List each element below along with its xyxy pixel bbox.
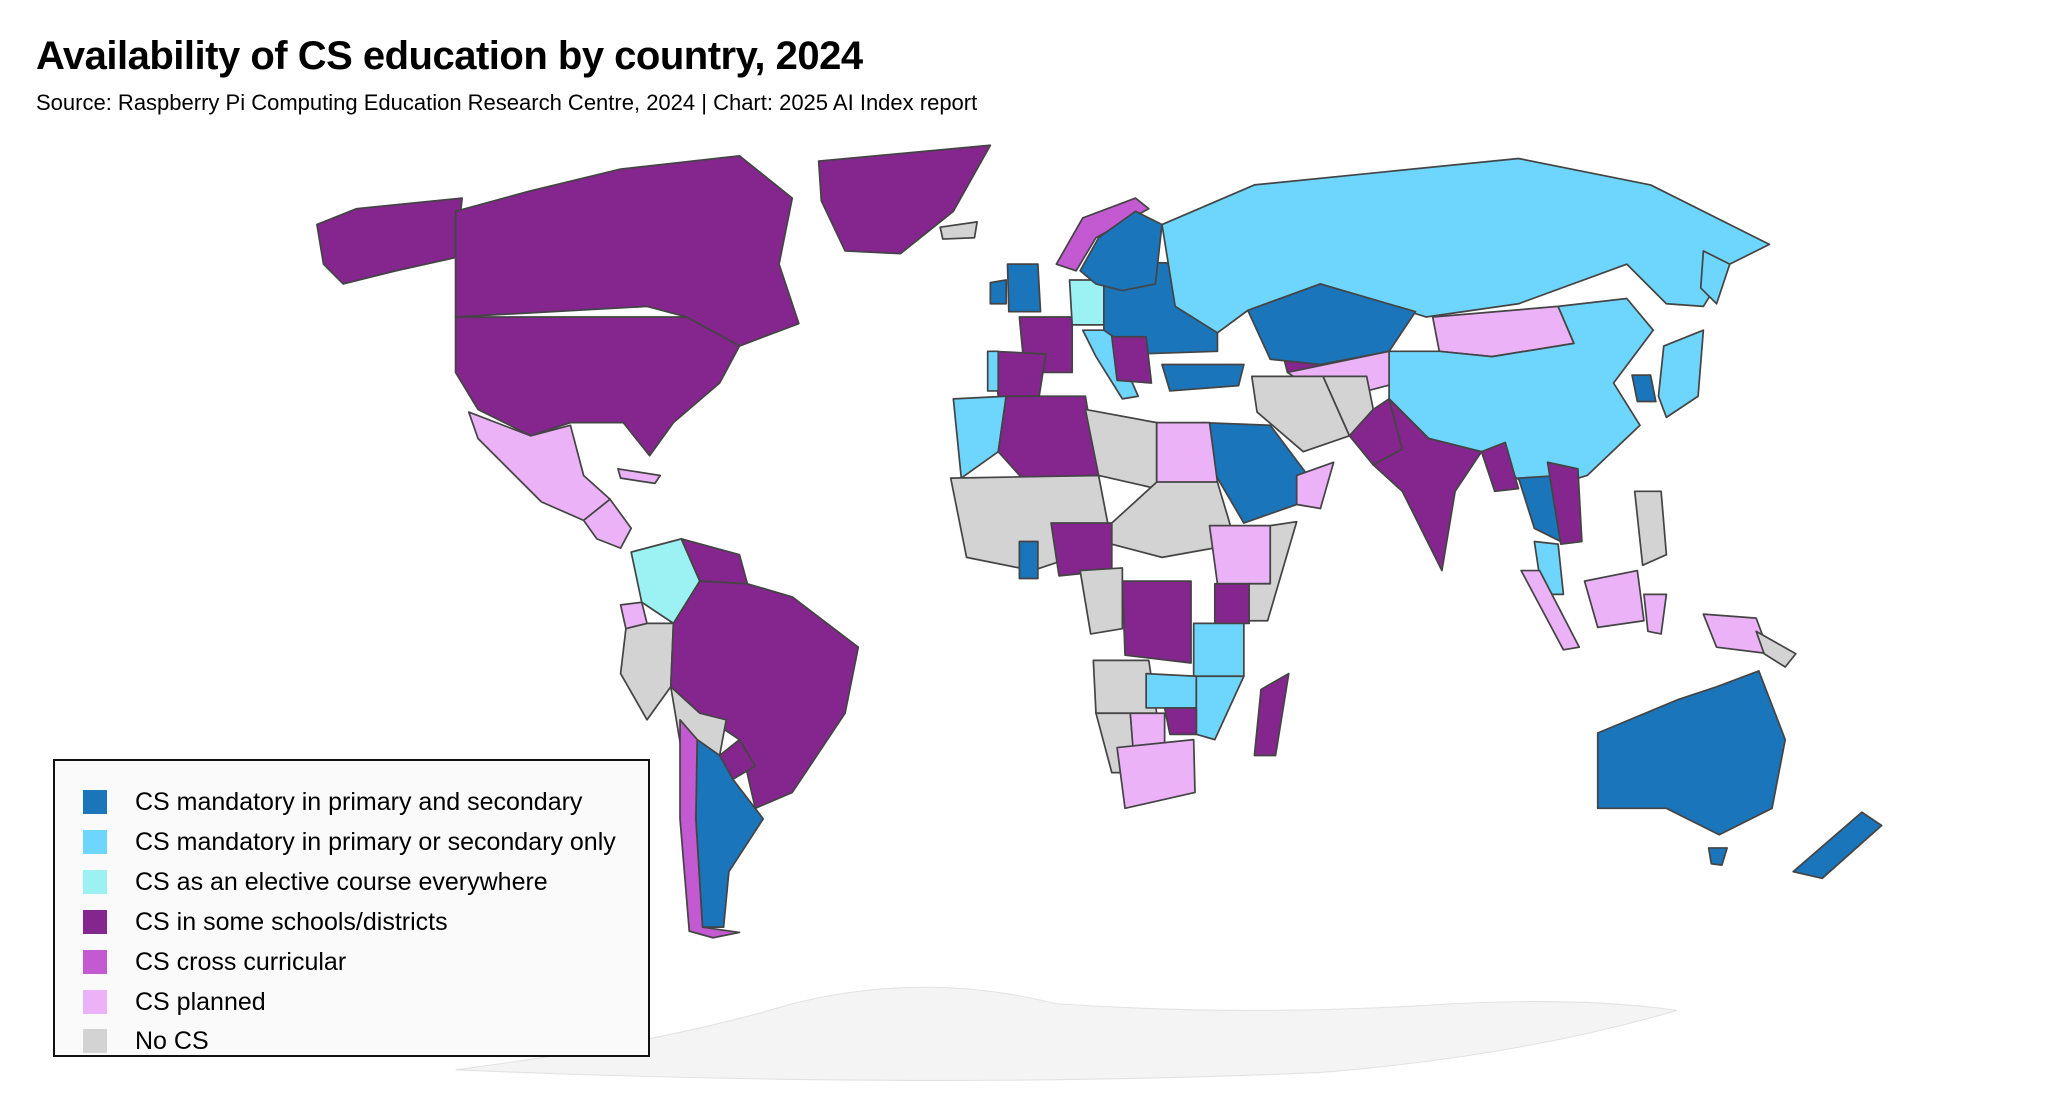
region-mozambique — [1195, 675, 1245, 741]
region-kamchatka — [1699, 250, 1731, 305]
legend: CS mandatory in primary and secondary CS… — [53, 759, 650, 1057]
legend-label: CS planned — [135, 987, 266, 1016]
region-java-borneo — [1583, 569, 1645, 629]
region-myanmar — [1480, 441, 1520, 493]
region-central-america — [582, 498, 633, 549]
region-tanzania — [1192, 622, 1245, 678]
legend-item: CS planned — [83, 987, 266, 1017]
region-philippines — [1633, 490, 1668, 567]
region-drc — [1121, 580, 1192, 664]
region-sweden-finland — [1079, 210, 1163, 292]
region-central-africa — [1079, 567, 1124, 635]
region-ghana — [1018, 540, 1039, 580]
region-australia — [1596, 670, 1787, 836]
region-sulawesi — [1643, 593, 1668, 635]
legend-label: CS mandatory in primary or secondary onl… — [135, 827, 616, 856]
region-png-east — [1755, 630, 1797, 668]
region-nigeria — [1050, 522, 1113, 577]
antarctica — [455, 986, 1678, 1081]
legend-item: No CS — [83, 1026, 209, 1056]
region-norway — [1055, 197, 1150, 272]
region-morocco — [952, 395, 1008, 479]
region-south-africa — [1116, 738, 1196, 810]
region-vietnam — [1546, 461, 1583, 546]
region-chile — [679, 718, 741, 939]
region-peru — [619, 622, 675, 721]
region-zambia — [1145, 672, 1198, 709]
legend-label: CS as an elective course everywhere — [135, 867, 548, 896]
legend-swatch — [83, 910, 107, 934]
region-korea — [1631, 374, 1657, 403]
region-portugal — [986, 350, 1000, 392]
region-ireland — [989, 279, 1008, 305]
chart-title: Availability of CS education by country,… — [36, 34, 863, 78]
region-germany — [1068, 279, 1105, 326]
legend-label: CS cross curricular — [135, 947, 347, 976]
legend-label: CS in some schools/districts — [135, 907, 448, 936]
legend-item: CS mandatory in primary or secondary onl… — [83, 827, 616, 857]
legend-swatch — [83, 870, 107, 894]
region-japan — [1657, 329, 1705, 419]
region-russia — [1161, 157, 1771, 334]
region-usa — [454, 316, 741, 457]
legend-swatch — [83, 990, 107, 1014]
chart-subtitle: Source: Raspberry Pi Computing Education… — [36, 90, 978, 115]
legend-item: CS cross curricular — [83, 947, 346, 977]
legend-swatch — [83, 830, 107, 854]
region-uk — [1006, 263, 1042, 313]
region-alaska — [316, 197, 464, 285]
region-canada — [454, 154, 800, 347]
region-india — [1372, 398, 1483, 572]
region-kenya — [1213, 582, 1250, 625]
region-tasmania — [1707, 847, 1728, 866]
region-iceland — [939, 221, 978, 240]
region-oman — [1295, 461, 1335, 510]
region-greenland — [817, 144, 992, 255]
region-zimbabwe — [1163, 707, 1198, 736]
region-sudan — [1110, 481, 1237, 559]
region-caribbean — [617, 468, 662, 485]
legend-swatch — [83, 790, 107, 814]
region-new-zealand — [1792, 811, 1883, 880]
legend-item: CS as an elective course everywhere — [83, 867, 548, 897]
legend-label: CS mandatory in primary and secondary — [135, 787, 583, 816]
region-balkans — [1110, 335, 1153, 384]
region-sumatra — [1520, 569, 1581, 651]
legend-swatch — [83, 950, 107, 974]
legend-item: CS in some schools/districts — [83, 907, 448, 937]
region-brazil — [669, 580, 860, 810]
region-egypt — [1155, 421, 1219, 483]
region-iberia — [992, 350, 1047, 398]
region-middle-east — [1250, 375, 1351, 453]
region-turkey — [1161, 363, 1245, 392]
region-ethiopia — [1208, 524, 1272, 585]
legend-item: CS mandatory in primary and secondary — [83, 787, 582, 817]
legend-swatch — [83, 1029, 107, 1053]
legend-label: No CS — [135, 1026, 209, 1055]
region-madagascar — [1253, 672, 1290, 757]
